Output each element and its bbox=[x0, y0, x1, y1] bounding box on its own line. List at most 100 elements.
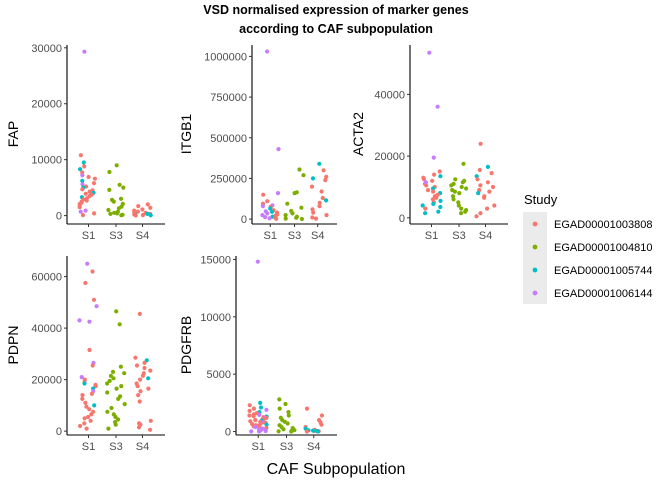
legend-key-background bbox=[523, 212, 547, 304]
data-point bbox=[91, 181, 97, 186]
data-point bbox=[108, 373, 113, 378]
data-point bbox=[105, 390, 110, 395]
y-tick-label: 250000 bbox=[210, 173, 247, 185]
data-point bbox=[134, 363, 140, 368]
data-point bbox=[265, 211, 270, 216]
data-point bbox=[257, 429, 262, 434]
data-point bbox=[110, 369, 116, 374]
facet-fap: 0 10000 20000 30000 S1 S3 S4 FAP bbox=[5, 43, 165, 242]
data-point bbox=[289, 429, 294, 434]
data-point bbox=[116, 206, 121, 211]
data-point bbox=[80, 187, 85, 192]
legend-label: EGAD00001003808 bbox=[554, 219, 652, 231]
data-point bbox=[263, 215, 268, 220]
data-point bbox=[81, 160, 86, 165]
data-point bbox=[427, 50, 432, 55]
data-point bbox=[276, 147, 281, 152]
data-point bbox=[423, 206, 428, 211]
data-point bbox=[138, 377, 143, 382]
data-point bbox=[462, 178, 467, 183]
data-point bbox=[114, 163, 119, 168]
data-point bbox=[276, 429, 281, 434]
y-tick-label: 15000 bbox=[200, 254, 231, 266]
data-point bbox=[457, 191, 462, 196]
x-tick-label: S1 bbox=[82, 230, 95, 242]
data-point bbox=[80, 173, 85, 178]
data-point bbox=[253, 418, 258, 423]
data-point bbox=[283, 401, 288, 407]
y-tick-label: 0 bbox=[241, 214, 247, 226]
data-point bbox=[268, 206, 273, 211]
data-point bbox=[108, 211, 113, 216]
points-pdgfrb bbox=[247, 259, 324, 434]
legend-key-dot bbox=[532, 244, 538, 250]
data-point bbox=[319, 422, 324, 427]
data-point bbox=[319, 413, 324, 418]
data-point bbox=[286, 413, 291, 418]
data-point bbox=[485, 206, 490, 211]
y-axis-label-pdpn: PDPN bbox=[5, 326, 21, 365]
data-point bbox=[148, 205, 153, 210]
data-point bbox=[133, 355, 138, 360]
data-point bbox=[255, 259, 260, 264]
data-point bbox=[92, 211, 97, 216]
data-point bbox=[132, 210, 137, 215]
data-point bbox=[313, 216, 319, 221]
data-point bbox=[449, 183, 454, 188]
points-fap bbox=[77, 49, 153, 218]
data-point bbox=[274, 216, 279, 221]
data-point bbox=[94, 304, 99, 309]
data-point bbox=[320, 195, 325, 201]
data-point bbox=[89, 412, 94, 417]
data-point bbox=[263, 428, 268, 434]
data-point bbox=[315, 429, 321, 434]
y-axis-label-fap: FAP bbox=[5, 121, 21, 147]
data-point bbox=[436, 209, 441, 214]
data-point bbox=[283, 216, 288, 221]
data-point bbox=[140, 373, 145, 378]
data-point bbox=[425, 188, 431, 193]
data-point bbox=[323, 178, 328, 183]
data-point bbox=[83, 208, 88, 213]
data-point bbox=[269, 209, 275, 214]
x-tick-label: S4 bbox=[307, 441, 320, 453]
data-point bbox=[430, 178, 435, 183]
data-point bbox=[297, 167, 302, 172]
data-point bbox=[116, 396, 121, 401]
data-point bbox=[115, 211, 120, 216]
data-point bbox=[107, 187, 112, 192]
data-point bbox=[431, 201, 436, 206]
data-point bbox=[281, 427, 286, 432]
y-axis-label-itgb1: ITGB1 bbox=[178, 114, 194, 155]
data-point bbox=[114, 386, 119, 391]
data-point bbox=[430, 186, 436, 191]
data-point bbox=[87, 347, 92, 353]
data-point bbox=[275, 191, 281, 196]
data-point bbox=[431, 189, 436, 194]
data-point bbox=[93, 384, 98, 389]
points-pdpn bbox=[77, 261, 153, 432]
points-itgb1 bbox=[260, 49, 329, 222]
data-point bbox=[142, 360, 147, 365]
data-point bbox=[324, 213, 329, 218]
data-point bbox=[310, 207, 315, 212]
data-point bbox=[251, 414, 256, 419]
data-point bbox=[283, 213, 288, 218]
x-tick-label: S1 bbox=[252, 441, 265, 453]
data-point bbox=[247, 413, 252, 418]
facet-pdpn: 0 20000 40000 60000 S1 S3 S4 PDPN bbox=[5, 256, 165, 453]
data-point bbox=[80, 393, 85, 398]
data-point bbox=[317, 204, 322, 209]
data-point bbox=[286, 410, 291, 415]
data-point bbox=[432, 172, 437, 177]
data-point bbox=[82, 164, 87, 169]
data-point bbox=[267, 216, 272, 221]
data-point bbox=[87, 407, 92, 412]
data-point bbox=[106, 207, 111, 213]
y-tick-label: 10000 bbox=[31, 155, 62, 167]
data-point bbox=[84, 426, 89, 431]
data-point bbox=[113, 414, 118, 420]
data-point bbox=[452, 189, 457, 194]
